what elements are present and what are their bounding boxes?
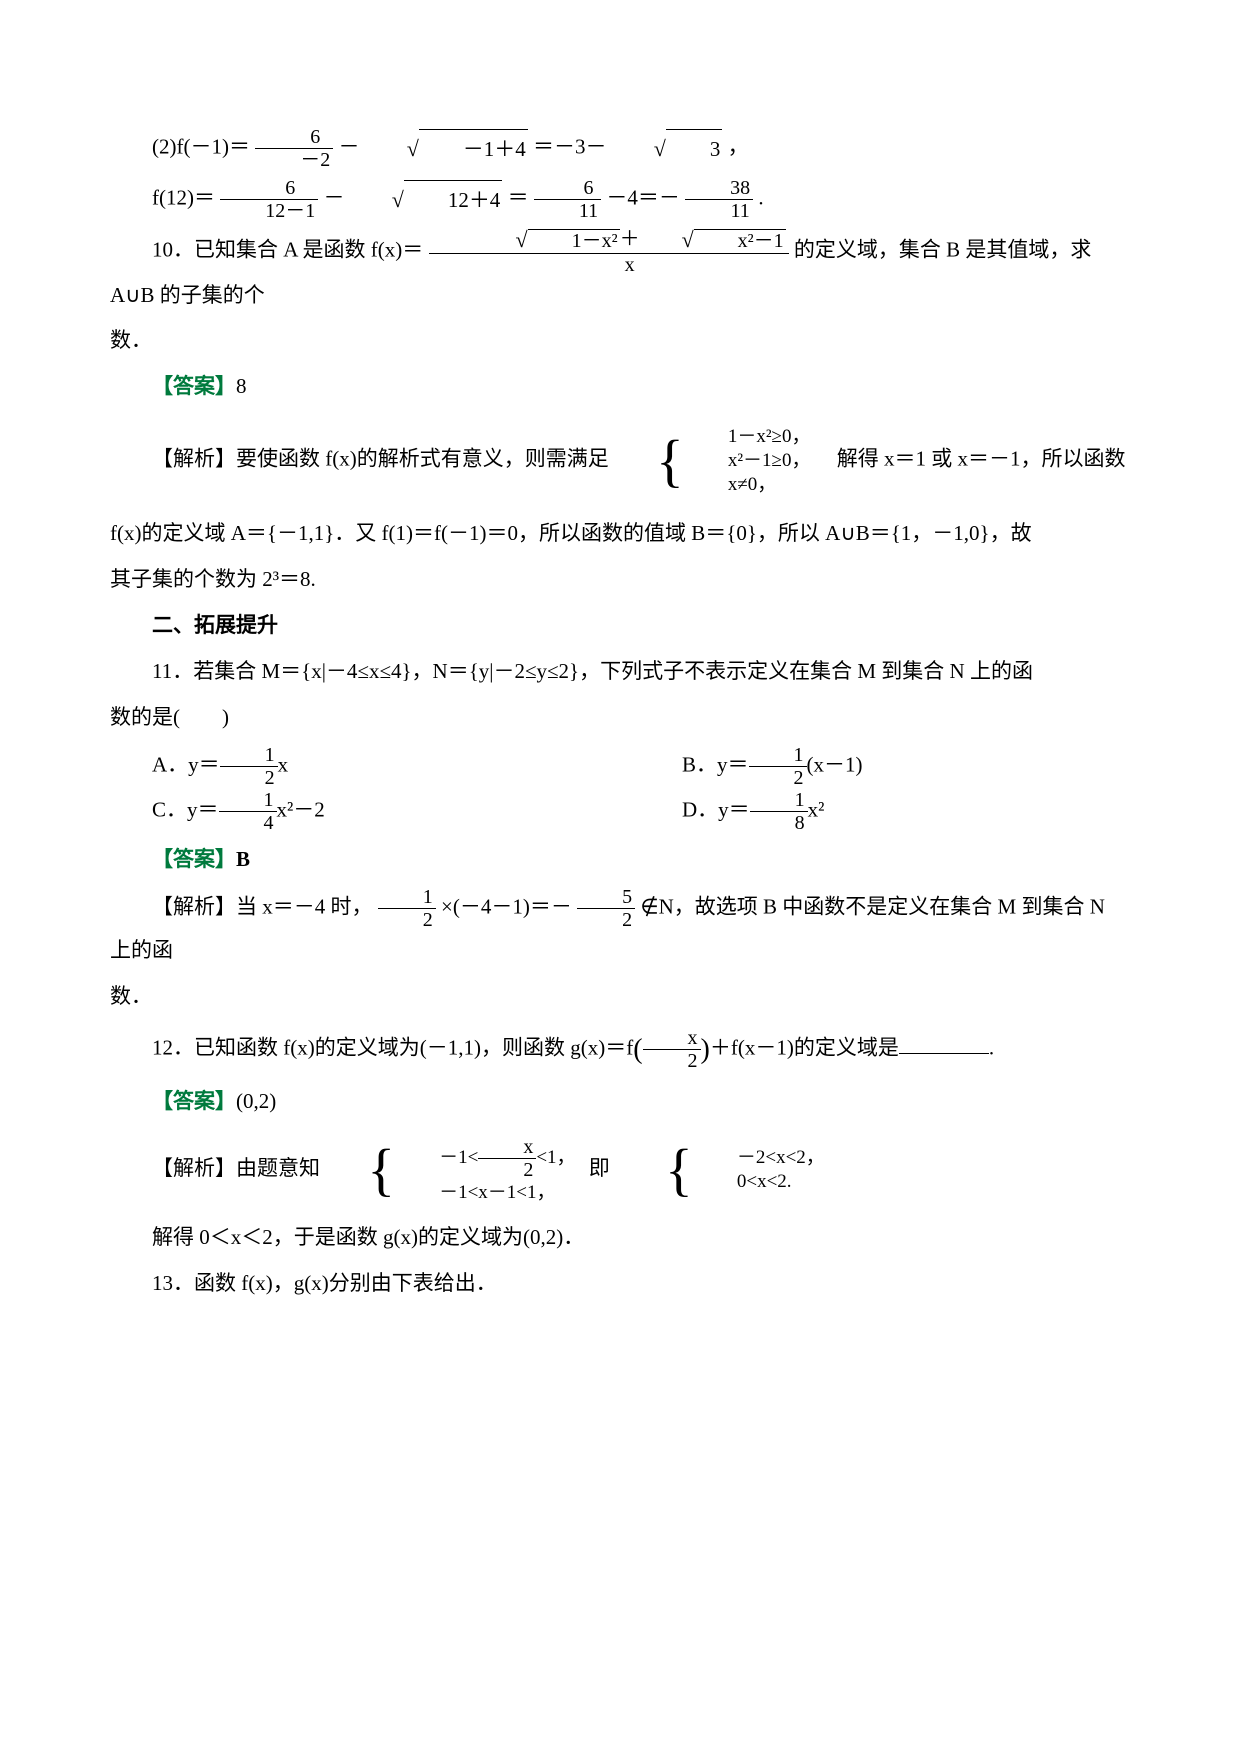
text: 解得 x＝1 或 x＝－1，所以函数: [816, 447, 1126, 471]
brace-system-left: { －1<x2<1， －1<x－1<1，: [325, 1136, 575, 1205]
fraction: 52: [577, 886, 635, 931]
brace-system: { 1－x²≥0， x²－1≥0， x≠0，: [614, 425, 810, 496]
brace-line: －2<x<2，: [695, 1146, 825, 1170]
text: 【解析】要使函数 f(x)的解析式有意义，则需满足: [152, 447, 609, 471]
text: ＋f(x－1)的定义域是: [710, 1035, 899, 1059]
fraction: 12: [378, 886, 436, 931]
question-13: 13．函数 f(x)，g(x)分别由下表给出．: [110, 1264, 1130, 1304]
brace-icon: {: [614, 435, 684, 487]
sqrt: 3: [612, 128, 723, 170]
brace-line: x²－1≥0，: [686, 449, 811, 473]
text: (2)f(－1)＝: [152, 134, 250, 158]
brace-line: 0<x<2.: [695, 1170, 825, 1194]
brace-icon: {: [623, 1144, 693, 1196]
answer-value: (0,2): [236, 1089, 276, 1113]
text: 12．已知函数 f(x)的定义域为(－1,1)，则函数 g(x)＝f: [152, 1035, 633, 1059]
explain-10-cont2: 其子集的个数为 2³＝8.: [110, 560, 1130, 600]
sqrt: －1＋4: [365, 128, 528, 170]
fraction: x2: [643, 1027, 701, 1072]
question-10: 10．已知集合 A 是函数 f(x)＝ 1－x²＋x²－1 x 的定义域，集合 …: [110, 228, 1130, 315]
option-D: D．y＝18x²: [640, 789, 1130, 834]
answer-10: 【答案】8: [110, 367, 1130, 407]
text: 【解析】由题意知: [152, 1156, 320, 1180]
fraction: 3811: [685, 177, 753, 222]
question-10-cont: 数．: [110, 321, 1130, 361]
question-12: 12．已知函数 f(x)的定义域为(－1,1)，则函数 g(x)＝f(x2)＋f…: [110, 1023, 1130, 1076]
text: ＝－3－: [533, 134, 607, 158]
answer-label: 【答案】: [152, 374, 236, 398]
option-B: B．y＝12(x－1): [640, 744, 1130, 789]
text: 10．已知集合 A 是函数 f(x)＝: [152, 238, 423, 262]
question-11-cont: 数的是( ): [110, 698, 1130, 738]
brace-line: 1－x²≥0，: [686, 425, 811, 449]
sqrt: 1－x²: [474, 228, 620, 252]
answer-label: 【答案】: [152, 847, 236, 871]
fraction: 6－2: [255, 126, 333, 171]
text: －: [338, 134, 359, 158]
brace-system-right: { －2<x<2， 0<x<2.: [623, 1144, 825, 1196]
answer-12: 【答案】(0,2): [110, 1082, 1130, 1122]
text: ＝: [508, 185, 529, 209]
blank-underline: [899, 1030, 989, 1054]
explain-11: 【解析】当 x＝－4 时， 12 ×(－4－1)＝－ 52 ∉N，故选项 B 中…: [110, 886, 1130, 971]
brace-line: －1<x2<1，: [397, 1136, 575, 1181]
option-row-2: C．y＝14x²－2 D．y＝18x²: [110, 789, 1130, 834]
section-2-title: 二、拓展提升: [110, 606, 1130, 646]
brace-icon: {: [325, 1144, 395, 1196]
answer-11: 【答案】B: [110, 840, 1130, 880]
sqrt: x²－1: [640, 228, 786, 252]
text: 【解析】当 x＝－4 时，: [152, 894, 373, 918]
text: f(12)＝: [152, 185, 215, 209]
option-row-1: A．y＝12x B．y＝12(x－1): [110, 744, 1130, 789]
fraction: 1－x²＋x²－1 x: [429, 228, 789, 276]
explain-10-cont: f(x)的定义域 A＝{－1,1}．又 f(1)＝f(－1)＝0，所以函数的值域…: [110, 514, 1130, 554]
option-A: A．y＝12x: [110, 744, 600, 789]
text: .: [758, 185, 763, 209]
text: .: [989, 1035, 994, 1059]
brace-line: x≠0，: [686, 473, 811, 497]
text: －: [323, 185, 344, 209]
answer-value: B: [236, 847, 250, 871]
explain-12: 【解析】由题意知 { －1<x2<1， －1<x－1<1， 即 { －2<x<2…: [110, 1136, 1130, 1205]
option-C: C．y＝14x²－2: [110, 789, 600, 834]
answer-value: 8: [236, 374, 247, 398]
text: ×(－4－1)＝－: [441, 894, 572, 918]
text: －4＝－: [606, 185, 680, 209]
step-f-neg1: (2)f(－1)＝ 6－2 － －1＋4 ＝－3－ 3 ，: [110, 126, 1130, 171]
text: ，: [728, 134, 749, 158]
text: 即: [589, 1156, 610, 1180]
fraction: 611: [534, 177, 601, 222]
step-f-12: f(12)＝ 612－1 － 12＋4 ＝ 611 －4＝－ 3811 .: [110, 177, 1130, 222]
fraction: 612－1: [220, 177, 318, 222]
question-11: 11．若集合 M＝{x|－4≤x≤4}，N＝{y|－2≤y≤2}，下列式子不表示…: [110, 652, 1130, 692]
explain-10: 【解析】要使函数 f(x)的解析式有意义，则需满足 { 1－x²≥0， x²－1…: [110, 425, 1130, 496]
brace-line: －1<x－1<1，: [397, 1181, 575, 1205]
sqrt: 12＋4: [350, 179, 503, 221]
explain-11-cont: 数．: [110, 977, 1130, 1017]
answer-label: 【答案】: [152, 1089, 236, 1113]
explain-12-cont: 解得 0＜x＜2，于是函数 g(x)的定义域为(0,2)．: [110, 1218, 1130, 1258]
